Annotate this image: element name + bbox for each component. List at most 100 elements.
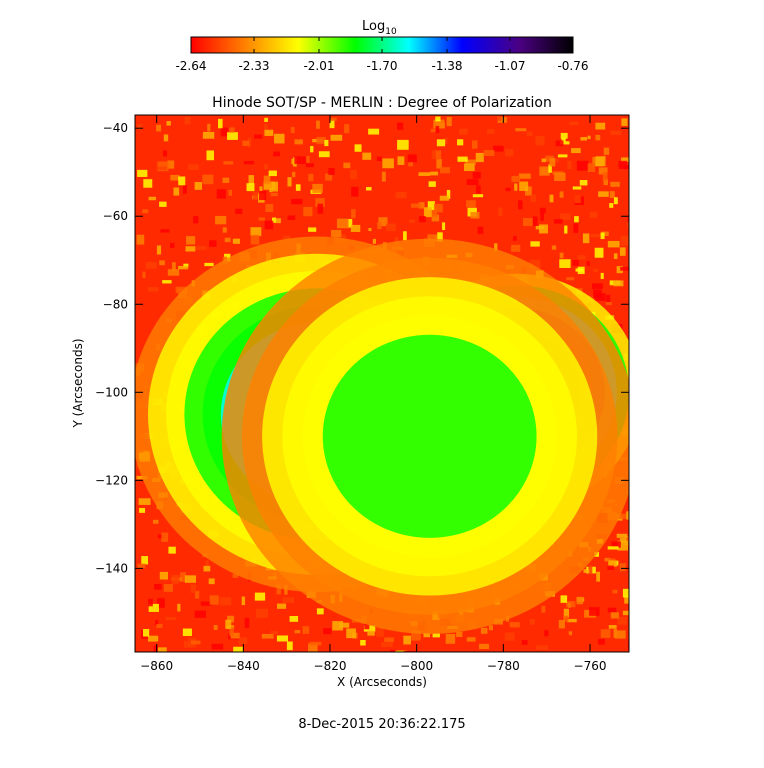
texture-cell <box>563 608 570 618</box>
texture-cell <box>232 573 239 578</box>
texture-cell <box>598 191 609 197</box>
texture-cell <box>498 207 503 217</box>
texture-cell <box>628 448 629 453</box>
texture-cell <box>497 116 502 121</box>
texture-cell <box>568 631 573 636</box>
texture-cell <box>183 641 191 648</box>
texture-cell <box>273 151 280 157</box>
texture-cell <box>184 575 197 583</box>
texture-cell <box>598 638 605 645</box>
texture-cell <box>168 546 176 554</box>
x-tick-label: −760 <box>574 659 607 673</box>
texture-cell <box>540 212 544 221</box>
texture-cell <box>493 145 504 152</box>
texture-cell <box>136 234 145 245</box>
y-axis-label: Y (Arcseconds) <box>71 338 85 428</box>
texture-cell <box>598 167 608 175</box>
texture-cell <box>532 216 538 226</box>
texture-cell <box>294 139 303 145</box>
texture-cell <box>560 132 568 139</box>
texture-cell <box>190 640 201 645</box>
texture-cell <box>182 628 192 636</box>
y-tick-label: −120 <box>95 473 128 487</box>
texture-cell <box>156 245 162 255</box>
texture-cell <box>511 175 520 183</box>
texture-cell <box>580 137 588 141</box>
texture-cell <box>573 223 579 233</box>
texture-cell <box>408 160 414 167</box>
texture-cell <box>609 203 614 208</box>
texture-cell <box>250 234 260 245</box>
texture-cell <box>446 116 452 127</box>
texture-cell <box>141 556 149 565</box>
texture-cell <box>587 135 591 140</box>
texture-cell <box>284 584 288 595</box>
x-tick-label: −780 <box>487 659 520 673</box>
texture-cell <box>230 632 240 639</box>
texture-cell <box>195 590 200 599</box>
texture-cell <box>608 625 617 629</box>
texture-cell <box>232 238 240 244</box>
texture-cell <box>554 219 563 224</box>
texture-cell <box>147 286 159 292</box>
texture-cell <box>156 624 163 628</box>
texture-cell <box>544 630 549 637</box>
heatmap-features <box>135 236 629 634</box>
texture-cell <box>430 128 437 133</box>
texture-cell <box>344 124 350 134</box>
y-tick-label: −60 <box>103 209 128 223</box>
texture-cell <box>437 232 443 242</box>
texture-cell <box>229 626 234 637</box>
texture-cell <box>443 137 448 144</box>
texture-cell <box>620 235 629 246</box>
x-tick-label: −840 <box>227 659 260 673</box>
texture-cell <box>241 596 246 606</box>
texture-cell <box>316 120 320 129</box>
texture-cell <box>577 255 586 260</box>
x-tick-label: −820 <box>314 659 347 673</box>
colorbar-tick-label: -1.70 <box>366 59 397 73</box>
texture-cell <box>609 191 615 198</box>
texture-cell <box>595 134 601 141</box>
texture-cell <box>148 196 157 201</box>
texture-cell <box>276 584 282 595</box>
texture-cell <box>376 627 384 637</box>
texture-cell <box>619 563 626 572</box>
texture-cell <box>165 617 177 621</box>
texture-cell <box>512 236 517 241</box>
texture-cell <box>325 173 333 181</box>
texture-cell <box>539 166 550 176</box>
texture-cell <box>535 136 545 146</box>
texture-cell <box>518 173 531 179</box>
texture-cell <box>264 117 268 122</box>
texture-cell <box>195 246 207 250</box>
texture-cell <box>364 622 370 630</box>
texture-cell <box>519 181 529 191</box>
texture-cell <box>624 535 629 546</box>
texture-cell <box>270 630 279 635</box>
texture-cell <box>439 195 450 201</box>
texture-cell <box>612 589 618 594</box>
texture-cell <box>574 216 579 223</box>
texture-cell <box>432 633 440 638</box>
texture-cell <box>363 625 376 632</box>
texture-cell <box>617 616 627 625</box>
texture-cell <box>605 301 612 306</box>
texture-cell <box>456 631 463 638</box>
texture-cell <box>616 533 628 538</box>
texture-cell <box>606 294 611 303</box>
texture-cell <box>381 642 393 647</box>
texture-cell <box>549 158 556 167</box>
texture-cell <box>600 629 611 638</box>
texture-cell <box>614 630 626 639</box>
texture-cell <box>587 163 596 173</box>
texture-cell <box>350 169 358 180</box>
texture-cell <box>180 572 186 582</box>
texture-cell <box>259 190 267 201</box>
texture-cell <box>225 619 232 629</box>
texture-cell <box>457 139 464 146</box>
texture-cell <box>222 227 227 233</box>
texture-cell <box>330 134 343 141</box>
texture-cell <box>156 124 162 132</box>
texture-cell <box>376 156 382 161</box>
